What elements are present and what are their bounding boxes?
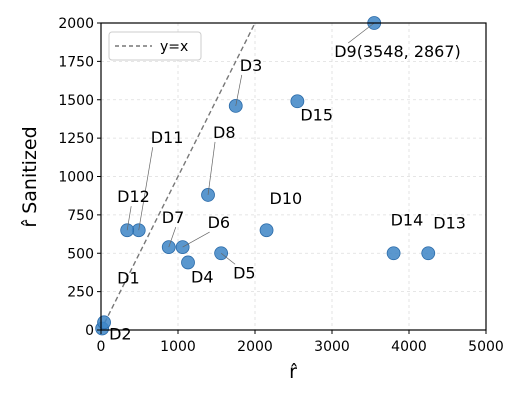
data-point-d10 — [259, 223, 274, 238]
annotation-leader-line — [126, 206, 132, 231]
annotation-leader-line — [235, 74, 243, 106]
point-label-d6: D6 — [208, 213, 231, 232]
legend-entry-yx: y=x — [160, 39, 188, 55]
point-label-d7: D7 — [162, 208, 185, 227]
y-tick-label: 2000 — [58, 16, 94, 32]
x-axis-label: r̂ — [289, 361, 298, 383]
data-points — [95, 16, 436, 336]
y-tick-label: 250 — [67, 285, 94, 301]
reference-line-y-equals-x — [100, 22, 256, 331]
data-point-d14 — [386, 246, 401, 261]
point-label-d5: D5 — [233, 263, 256, 282]
data-point-d15 — [290, 94, 305, 109]
legend-box — [108, 31, 202, 61]
x-tick-label: 4000 — [391, 339, 427, 355]
annotation-leader-line — [207, 141, 216, 195]
point-label-d1: D1 — [117, 268, 140, 287]
axis-ticks: 0 1000 2000 3000 4000 5000 0 250 500 750 1000 1250 1… — [58, 16, 503, 355]
point-annotations: D1 D2 D3 D4 D5 D6 D7 D8 D9(3548, 2867) D10 D11 D12 D… — [109, 22, 466, 343]
y-tick-label: 500 — [67, 246, 94, 262]
point-label-d13: D13 — [433, 213, 466, 232]
point-label-d4: D4 — [191, 267, 214, 286]
y-axis-label: r̂ Sanitized — [19, 126, 41, 227]
data-point-d13 — [421, 246, 436, 261]
point-label-d8: D8 — [213, 123, 236, 142]
point-label-d15: D15 — [300, 105, 333, 124]
annotation-leader-line — [182, 231, 210, 248]
point-label-d10: D10 — [270, 189, 303, 208]
y-tick-label: 1500 — [58, 93, 94, 109]
point-label-d3: D3 — [240, 56, 263, 75]
y-tick-label: 750 — [67, 208, 94, 224]
data-point-d12 — [120, 223, 135, 238]
annotation-leader-line — [220, 252, 236, 265]
annotation-leader-line — [168, 226, 177, 248]
annotation-leader-line — [347, 22, 375, 44]
grid-lines — [100, 22, 487, 331]
point-label-d14: D14 — [391, 210, 424, 229]
y-tick-label: 1750 — [58, 54, 94, 70]
y-tick-label: 1000 — [58, 170, 94, 186]
data-point-d4 — [181, 255, 195, 270]
x-tick-label: 5000 — [468, 339, 504, 355]
point-label-d2: D2 — [109, 324, 132, 343]
x-tick-label: 2000 — [237, 339, 273, 355]
x-tick-label: 1000 — [160, 339, 196, 355]
x-tick-label: 0 — [97, 339, 106, 355]
x-tick-label: 3000 — [314, 339, 350, 355]
legend: y=x — [108, 31, 202, 61]
y-tick-label: 1250 — [58, 131, 94, 147]
reference-line-group — [100, 22, 256, 331]
point-label-d9: D9(3548, 2867) — [334, 42, 461, 61]
point-label-d11: D11 — [151, 128, 184, 147]
y-tick-label: 0 — [85, 323, 94, 339]
annotation-leader-line — [138, 147, 154, 231]
point-label-d12: D12 — [117, 187, 150, 206]
